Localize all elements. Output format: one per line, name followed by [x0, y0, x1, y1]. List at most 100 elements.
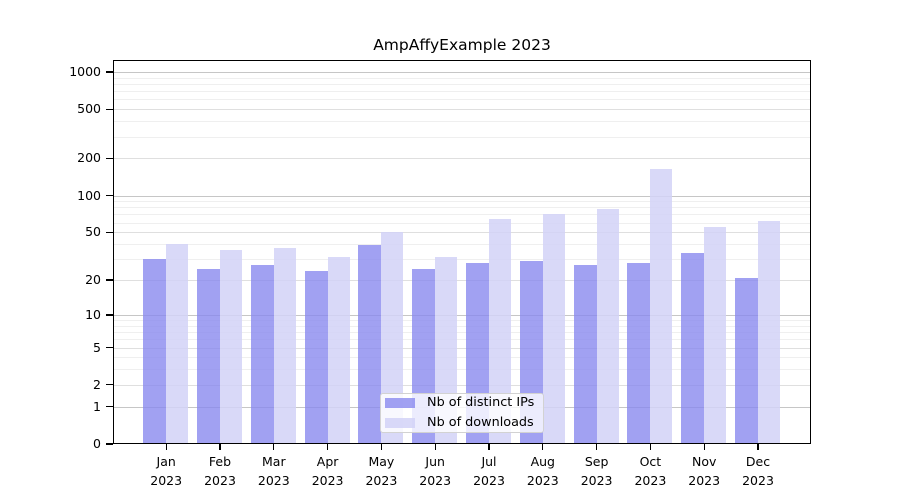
x-tick-label-feb: Feb 2023: [204, 454, 236, 488]
bar-downloads-jan: [166, 244, 189, 444]
x-tick-mark: [219, 444, 221, 450]
bar-distinct-ips-apr: [304, 270, 328, 444]
chart-title: AmpAffyExample 2023: [373, 36, 551, 54]
bar-distinct-ips-nov: [681, 252, 705, 444]
gridline-minor: [113, 83, 811, 85]
gridline-minor: [113, 201, 811, 203]
x-tick-label-apr: Apr 2023: [311, 454, 344, 488]
x-tick-mark: [595, 444, 598, 450]
y-tick-label: 5: [93, 339, 101, 355]
x-tick-mark: [703, 444, 705, 450]
bar-distinct-ips-mar: [250, 264, 274, 444]
y-tick-mark: [106, 279, 113, 281]
legend-label-distinct-ips: Nb of distinct IPs: [427, 395, 535, 410]
gridline-minor: [113, 325, 811, 327]
gridline-minor: [113, 99, 811, 101]
y-tick-label: 500: [77, 101, 101, 117]
x-tick-mark: [165, 444, 167, 450]
gridline-minor: [113, 136, 811, 138]
legend-row-distinct-ips: Nb of distinct IPs: [385, 393, 543, 413]
gridline: [113, 232, 811, 234]
gridline-minor: [113, 91, 811, 93]
bar-distinct-ips-oct: [627, 262, 651, 444]
y-tick-label: 50: [85, 224, 101, 240]
bar-distinct-ips-sep: [573, 264, 597, 444]
y-tick-mark: [106, 384, 113, 386]
y-tick-mark: [106, 406, 113, 408]
x-tick-mark: [326, 444, 329, 450]
y-tick-label: 1: [93, 398, 101, 414]
legend-swatch-downloads: [385, 418, 415, 428]
x-tick-label-jul: Jul 2023: [473, 454, 505, 488]
bar-distinct-ips-jan: [143, 259, 167, 444]
gridline-minor: [113, 332, 811, 333]
y-tick-label: 0: [93, 436, 101, 451]
bar-distinct-ips-dec: [735, 277, 758, 444]
x-tick-mark: [488, 444, 490, 450]
gridline-minor: [113, 357, 811, 359]
bar-downloads-mar: [273, 248, 296, 444]
gridline-minor: [113, 207, 811, 209]
gridline: [113, 280, 811, 281]
bar-downloads-sep: [596, 208, 619, 444]
gridline-minor: [113, 369, 811, 371]
legend-row-downloads: Nb of downloads: [385, 413, 543, 433]
x-tick-mark: [434, 444, 436, 450]
y-tick-mark: [106, 108, 113, 110]
bar-downloads-may: [381, 232, 404, 444]
x-tick-mark: [649, 444, 652, 450]
bar-downloads-oct: [650, 168, 673, 444]
x-tick-label-nov: Nov 2023: [688, 454, 721, 488]
x-tick-label-jan: Jan 2023: [150, 454, 183, 488]
bar-downloads-aug: [542, 214, 565, 444]
bar-downloads-nov: [704, 227, 727, 444]
y-tick-mark: [106, 71, 113, 73]
y-tick-mark: [106, 346, 113, 349]
gridline-minor: [113, 244, 811, 245]
gridline-minor: [113, 121, 811, 123]
legend-label-downloads: Nb of downloads: [427, 415, 534, 430]
bar-distinct-ips-feb: [197, 268, 220, 444]
gridline-minor: [113, 320, 811, 321]
bar-downloads-jul: [489, 219, 511, 444]
y-tick-mark: [106, 231, 113, 233]
gridline-major: [113, 314, 811, 316]
gridline-minor: [113, 214, 811, 216]
bar-distinct-ips-may: [358, 245, 382, 444]
gridline: [113, 109, 811, 111]
gridline-minor: [113, 339, 811, 341]
gridline-minor: [113, 222, 811, 224]
x-tick-mark: [380, 444, 383, 450]
gridline-major: [113, 195, 811, 197]
gridline-minor: [113, 259, 811, 261]
x-tick-label-jun: Jun 2023: [419, 454, 452, 488]
legend-swatch-distinct-ips: [385, 398, 415, 408]
gridline: [113, 158, 811, 160]
gridline-major: [113, 71, 811, 73]
y-tick-label: 2: [93, 376, 101, 392]
bar-downloads-apr: [327, 257, 350, 444]
x-tick-label-mar: Mar 2023: [257, 454, 290, 488]
gridline: [113, 384, 811, 386]
y-tick-label: 20: [85, 272, 101, 287]
x-tick-label-oct: Oct 2023: [634, 454, 667, 488]
x-tick-mark: [273, 444, 275, 450]
gridline-minor: [113, 77, 811, 79]
gridline: [113, 347, 811, 349]
y-tick-mark: [106, 314, 113, 316]
y-tick-mark: [106, 443, 113, 445]
bar-downloads-feb: [220, 249, 242, 444]
x-tick-label-dec: Dec 2023: [742, 454, 774, 488]
x-tick-mark: [757, 444, 759, 450]
x-tick-label-sep: Sep 2023: [580, 454, 613, 488]
x-tick-label-aug: Aug 2023: [526, 454, 559, 488]
y-tick-label: 100: [77, 187, 101, 203]
y-tick-label: 10: [85, 306, 101, 322]
x-tick-mark: [542, 444, 544, 450]
bar-downloads-dec: [758, 220, 780, 444]
x-tick-label-may: May 2023: [365, 454, 398, 488]
y-tick-mark: [106, 194, 113, 197]
y-tick-label: 200: [77, 150, 101, 166]
y-tick-label: 1000: [69, 63, 101, 79]
